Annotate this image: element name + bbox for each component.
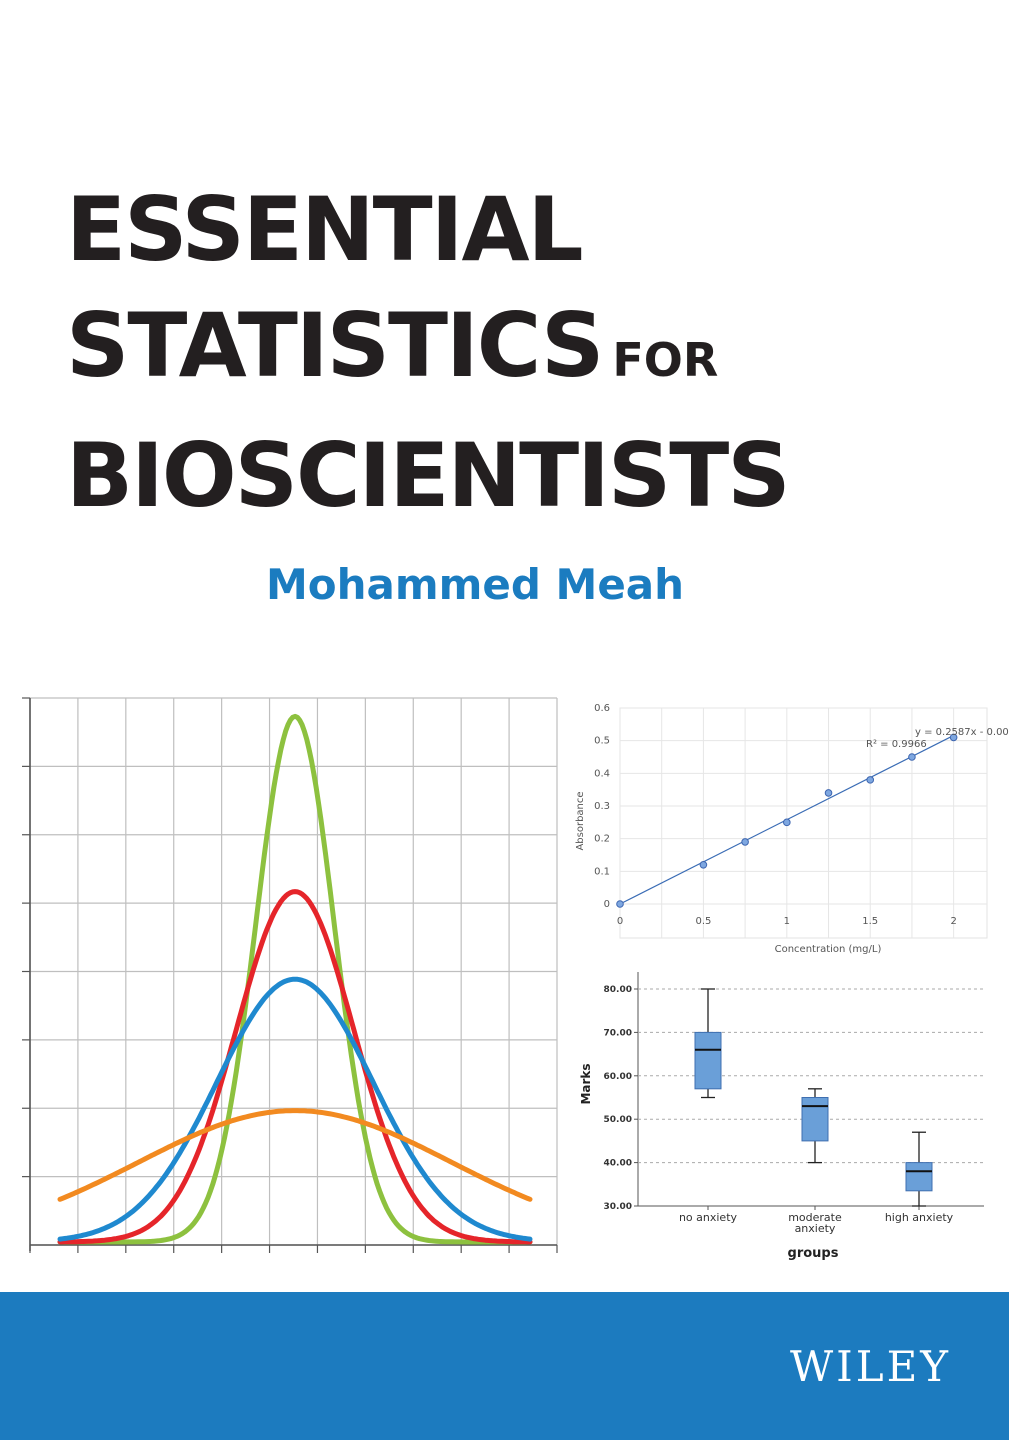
scatter-ylabel: Absorbance [575, 791, 586, 850]
box-xlabel: groups [788, 1246, 839, 1261]
scatter-xlabel: Concentration (mg/L) [775, 944, 882, 955]
box-ytick-label: 40.00 [604, 1159, 632, 1169]
box-iqr [694, 1031, 722, 1090]
scatter-xtick-label: 2 [950, 916, 956, 927]
scatter-ytick-label: 0.4 [594, 768, 610, 779]
scatter-point [908, 753, 916, 761]
scatter-point [783, 818, 791, 827]
publisher-logo: WILEY [789, 1342, 951, 1391]
curve-series-3 [57, 1108, 533, 1202]
scatter-ytick-label: 0 [604, 899, 610, 910]
scatter-point [616, 900, 624, 908]
box-ytick-label: 70.00 [604, 1028, 632, 1038]
curve-series-2 [57, 976, 533, 1242]
author-name: Mohammed Meah [265, 560, 685, 609]
box-ytick-label: 50.00 [604, 1115, 632, 1125]
box-iqr [801, 1097, 829, 1142]
scatter-ytick-label: 0.1 [594, 866, 610, 877]
scatter-r2: R² = 0.9966 [866, 739, 927, 750]
box-category-label: no anxiety [679, 1211, 738, 1224]
curve-series-1 [57, 889, 533, 1245]
box-ytick-label: 60.00 [604, 1072, 632, 1082]
title-line-3: BIOSCIENTISTS [66, 424, 791, 527]
scatter-marks [616, 733, 958, 908]
box-ytick-label: 30.00 [604, 1202, 632, 1212]
scatter-point [741, 838, 749, 846]
curves-grid [22, 697, 558, 1253]
scatter-ytick-label: 0.3 [594, 801, 610, 812]
title-line-1: ESSENTIAL [66, 178, 584, 281]
box-marks [694, 988, 933, 1207]
scatter-point [824, 789, 833, 797]
scatter-point [866, 776, 875, 784]
scatter-xtick-label: 0.5 [695, 916, 711, 927]
scatter-ytick-label: 0.6 [594, 703, 610, 714]
box-category-label: anxiety [795, 1222, 836, 1235]
scatter-ytick-label: 0.5 [594, 736, 610, 747]
box-ytick-label: 80.00 [604, 985, 632, 995]
box-iqr [905, 1162, 933, 1192]
calibration-scatter-chart: 0 0.1 0.2 0.3 0.4 0.5 0.6 0 0.5 1 1.5 2 y = 0.2587x… [575, 703, 1009, 955]
scatter-point [949, 733, 958, 742]
scatter-point [699, 861, 708, 869]
scatter-ticks: 0 0.1 0.2 0.3 0.4 0.5 0.6 0 0.5 1 1.5 2 [594, 703, 957, 927]
scatter-xtick-label: 1.5 [862, 916, 878, 927]
curves-lines [57, 713, 533, 1245]
scatter-grid [619, 707, 988, 939]
book-title: ESSENTIAL STATISTICS FOR BIOSCIENTISTS [66, 172, 791, 534]
scatter-xtick-label: 1 [784, 916, 790, 927]
curve-series-0 [57, 713, 533, 1245]
box-ticks: 30.00 40.00 50.00 60.00 70.00 80.00 no anxiety… [604, 985, 954, 1235]
box-plot-chart: 30.00 40.00 50.00 60.00 70.00 80.00 no anxiety… [579, 972, 984, 1261]
scatter-xtick-label: 0 [617, 916, 623, 927]
title-line-2: STATISTICS FOR [66, 288, 789, 418]
normal-curves-chart [22, 697, 558, 1253]
title-line-2-main: STATISTICS [66, 294, 604, 397]
scatter-ytick-label: 0.2 [594, 834, 610, 845]
box-category-label: moderate [788, 1211, 842, 1224]
box-category-label: high anxiety [885, 1211, 954, 1224]
scatter-equation: y = 0.2587x - 0.0014 [915, 727, 1009, 738]
box-ylabel: Marks [579, 1063, 593, 1104]
publisher-band: WILEY [0, 1292, 1009, 1440]
title-for: FOR [612, 333, 719, 387]
